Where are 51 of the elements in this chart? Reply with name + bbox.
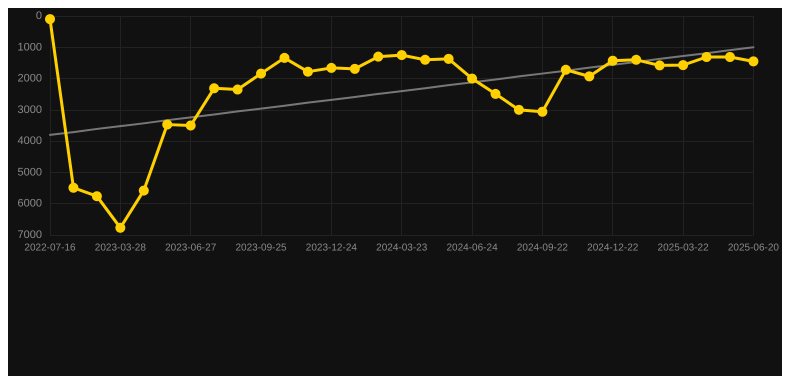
- point: [232, 84, 243, 95]
- point: [654, 60, 665, 70]
- point: [302, 66, 313, 77]
- x-tick-label: 2024-06-24: [446, 242, 498, 254]
- point: [92, 191, 102, 202]
- point: [209, 83, 220, 94]
- point: [115, 222, 126, 233]
- point: [279, 52, 290, 63]
- point: [678, 60, 688, 70]
- x-tick-label: 2023-03-28: [94, 242, 146, 254]
- point: [444, 54, 454, 64]
- point: [45, 14, 55, 24]
- point: [608, 56, 618, 66]
- y-tick-label: 0: [36, 10, 42, 22]
- point: [724, 52, 735, 62]
- y-tick-label: 4000: [18, 135, 42, 148]
- y-tick-label: 7000: [18, 229, 42, 241]
- x-tick-label: 2022-07-16: [24, 242, 76, 254]
- point: [584, 71, 594, 82]
- point: [490, 88, 500, 99]
- point: [373, 52, 384, 62]
- y-tick-label: 1000: [18, 41, 42, 54]
- x-tick-label: 2025-06-20: [728, 242, 780, 254]
- point: [560, 64, 571, 75]
- point: [350, 64, 360, 74]
- point: [702, 52, 712, 62]
- point: [748, 56, 758, 66]
- x-tick-label: 2025-03-22: [658, 242, 710, 254]
- line-series: [49, 46, 754, 136]
- point: [420, 54, 430, 65]
- x-tick-label: 2023-06-27: [165, 242, 217, 254]
- y-tick-label: 2000: [18, 72, 42, 85]
- x-tick-label: 2023-12-24: [306, 242, 358, 254]
- x-tick-label: 2023-09-25: [235, 242, 288, 254]
- point: [138, 186, 149, 196]
- point: [256, 68, 266, 79]
- point: [514, 104, 524, 115]
- point: [162, 120, 172, 130]
- point: [537, 106, 548, 117]
- point: [467, 74, 478, 84]
- x-tick-label: 2024-09-22: [516, 242, 568, 254]
- point: [68, 182, 78, 193]
- y-tick-label: 6000: [18, 198, 42, 210]
- y-tick-label: 3000: [18, 104, 42, 116]
- y-tick-label: 5000: [18, 166, 42, 178]
- point: [326, 62, 336, 73]
- point: [186, 120, 196, 130]
- x-tick-label: 2024-03-23: [376, 242, 428, 254]
- point: [396, 50, 407, 60]
- point: [631, 54, 642, 65]
- x-tick-label: 2024-12-22: [587, 242, 639, 254]
